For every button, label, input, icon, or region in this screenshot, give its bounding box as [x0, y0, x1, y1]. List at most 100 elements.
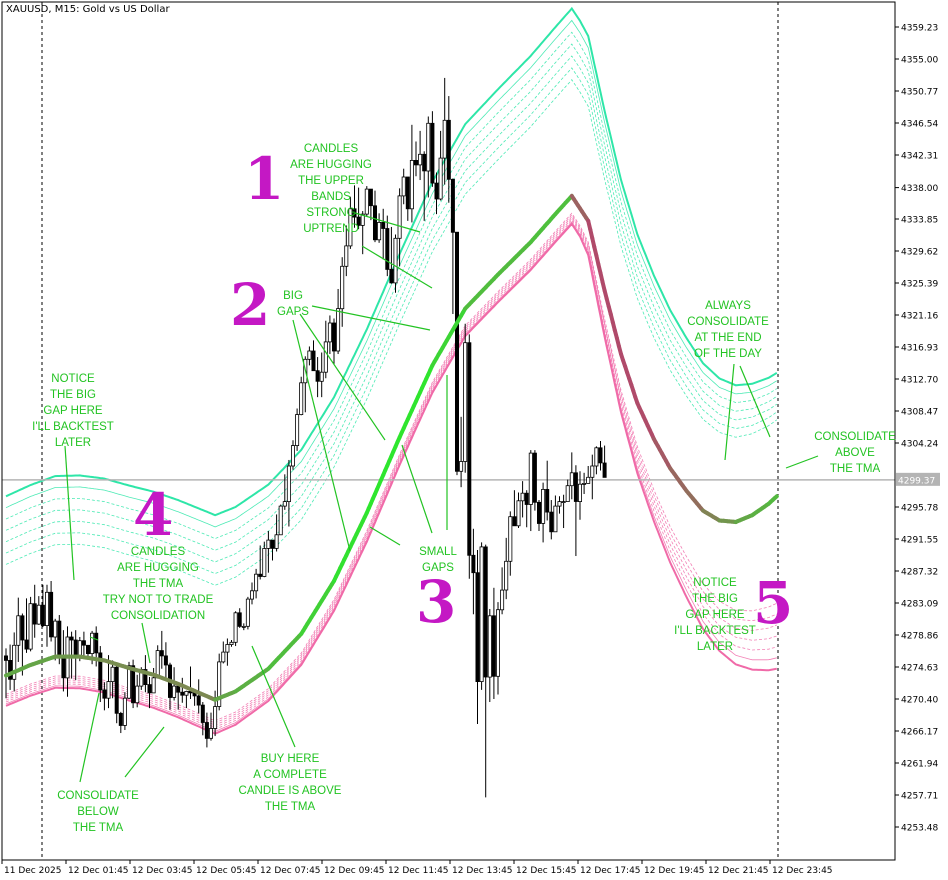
candle: [307, 346, 312, 366]
candle-body-bull: [155, 650, 160, 679]
current-price-label-bg: [896, 472, 940, 486]
candle: [270, 539, 275, 561]
candle: [327, 315, 332, 355]
candle-body-bear: [598, 447, 603, 464]
candle-body-bear: [471, 554, 476, 574]
candle: [381, 208, 386, 260]
candle-body-bull: [504, 560, 509, 591]
y-tick-label: 4270.40: [901, 696, 938, 706]
candle-body-bull: [90, 632, 95, 655]
candle-body-bull: [561, 501, 566, 504]
candle: [208, 712, 213, 741]
candle-body-bull: [438, 157, 443, 200]
current-price-label: 4299.37: [898, 476, 935, 486]
candle: [602, 445, 607, 478]
candle: [118, 711, 123, 734]
y-tick-label: 4346.54: [901, 120, 938, 130]
candle: [176, 682, 181, 710]
annotation-leader: [79, 692, 100, 783]
candle-body-bear: [372, 205, 377, 241]
candle: [446, 96, 451, 203]
candle: [385, 215, 390, 277]
candle: [155, 645, 160, 679]
y-tick-label: 4350.77: [901, 88, 938, 98]
candle-body-bull: [45, 591, 50, 626]
candle-body-bull: [340, 265, 345, 310]
candle-body-bull: [286, 465, 291, 502]
y-tick-label: 4266.17: [901, 728, 938, 738]
annotation-1-text: CANDLES ARE HUGGING THE UPPER BANDS STRO…: [290, 143, 372, 235]
y-tick-label: 4304.24: [901, 440, 938, 450]
candle-body-bull: [557, 501, 562, 507]
annotation-leader: [369, 526, 401, 546]
candle: [147, 677, 152, 709]
candle-body-bear: [389, 268, 394, 284]
candle: [81, 631, 86, 658]
candle-body-bear: [422, 153, 427, 172]
annotation-above-text: CONSOLIDATE ABOVE THE TMA: [814, 431, 896, 475]
candle: [549, 500, 554, 540]
candle: [430, 111, 435, 187]
candle: [254, 568, 259, 599]
candle: [188, 666, 193, 699]
y-tick-label: 4283.09: [901, 600, 938, 610]
candle-body-bull: [495, 609, 500, 677]
upper-band-line: [5, 67, 778, 575]
candle: [315, 357, 320, 398]
candle-body-bear: [524, 492, 529, 505]
candle: [413, 141, 418, 177]
candle-body-bull: [229, 641, 234, 645]
candle-body-bull: [364, 188, 369, 215]
candle-body-bull: [307, 350, 312, 360]
candle: [479, 542, 484, 690]
y-tick-label: 4342.31: [901, 152, 938, 162]
candle: [598, 441, 603, 471]
candle: [582, 472, 587, 494]
candle-body-bull: [336, 308, 341, 352]
candle-body-bull: [295, 414, 300, 447]
annotation-notice-right-text: NOTICE THE BIG GAP HERE I'LL BACKTEST LA…: [674, 577, 756, 653]
candle: [491, 587, 496, 699]
candle-body-bull: [377, 221, 382, 241]
x-tick-label: 12 Dec 03:45: [132, 866, 193, 876]
candle-body-bull: [565, 485, 570, 503]
candle-body-bull: [528, 452, 533, 505]
candle-body-bull: [409, 159, 414, 210]
candle-body-bear: [537, 501, 542, 524]
annotation-buy-text: BUY HERE A COMPLETE CANDLE IS ABOVE THE …: [238, 753, 342, 813]
candle: [217, 653, 222, 711]
candle: [163, 642, 168, 678]
candle: [483, 544, 488, 798]
candle-body-bear: [532, 452, 537, 503]
candle: [282, 474, 287, 510]
tma-segment: [772, 494, 779, 501]
candle-body-bear: [491, 615, 496, 677]
candle: [20, 613, 25, 676]
candle-body-bear: [98, 652, 103, 691]
annotation-notice-left-text: NOTICE THE BIG GAP HERE I'LL BACKTEST LA…: [32, 373, 114, 449]
candle-body-bull: [594, 447, 599, 467]
candle: [241, 623, 246, 631]
candle: [520, 481, 525, 518]
candle: [266, 531, 271, 573]
candle-body-bear: [163, 655, 168, 666]
candle-body-bear: [57, 620, 62, 658]
y-tick-label: 4355.00: [901, 56, 938, 66]
y-tick-label: 4325.39: [901, 280, 938, 290]
candle-body-bear: [602, 462, 607, 478]
candle-body-bull: [360, 213, 365, 226]
candle: [295, 408, 300, 451]
candle: [184, 690, 189, 709]
candle: [237, 608, 242, 628]
candle: [28, 596, 33, 652]
candle: [418, 130, 423, 181]
candle-body-bear: [368, 188, 373, 207]
candle: [393, 234, 398, 293]
candle: [225, 638, 230, 666]
period-separators: [41, 2, 779, 860]
x-tick-label: 12 Dec 05:45: [196, 866, 257, 876]
candle: [45, 584, 50, 647]
